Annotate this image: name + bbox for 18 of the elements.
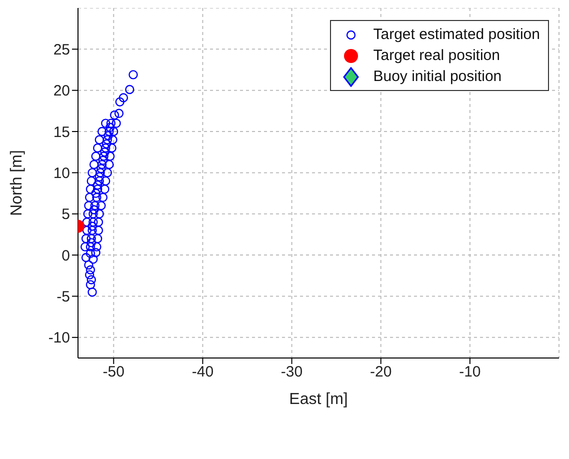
- y-tick-label: 10: [53, 165, 70, 182]
- x-tick-label: -30: [280, 364, 303, 381]
- x-tick-label: -20: [370, 364, 392, 381]
- legend-label: Buoy initial position: [373, 68, 502, 85]
- y-tick-label: 5: [62, 206, 70, 224]
- y-tick-label: 0: [62, 247, 70, 264]
- y-tick-label: -10: [48, 330, 70, 347]
- legend-label: Target estimated position: [373, 26, 540, 43]
- legend-label: Target real position: [373, 47, 500, 64]
- x-tick-label: -10: [459, 364, 481, 381]
- y-tick-label: -5: [56, 288, 70, 306]
- y-tick-label: 25: [53, 42, 70, 58]
- x-tick-label: -50: [102, 364, 124, 381]
- y-tick-label: 15: [53, 124, 70, 141]
- y-tick-label: 20: [53, 82, 70, 100]
- y-axis-title: North [m]: [8, 150, 26, 216]
- x-tick-label: -40: [192, 364, 214, 381]
- x-axis-title: East [m]: [289, 391, 348, 408]
